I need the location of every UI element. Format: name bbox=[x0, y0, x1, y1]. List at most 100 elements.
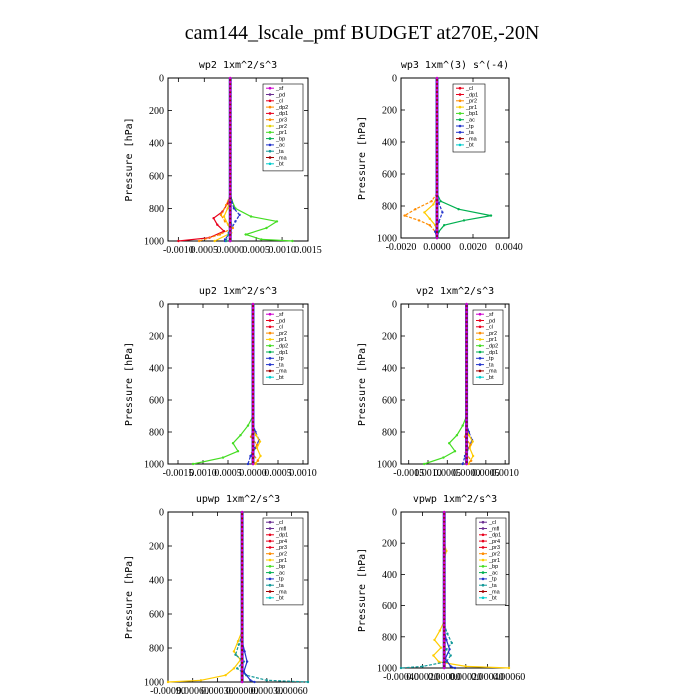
series-point bbox=[191, 462, 195, 466]
panel-title: wp3 1xm^(3) s^(-4) bbox=[401, 60, 509, 71]
legend-entry: _dp1 bbox=[485, 350, 498, 356]
zero-profile-point bbox=[465, 414, 468, 418]
zero-profile-point bbox=[465, 334, 468, 338]
series-point bbox=[212, 217, 215, 220]
series-line-2 bbox=[462, 423, 473, 465]
legend-marker bbox=[268, 137, 272, 140]
series-point bbox=[253, 680, 256, 684]
legend-entry: _ta bbox=[275, 149, 285, 155]
zero-profile-point bbox=[228, 76, 232, 80]
zero-profile-point bbox=[435, 116, 439, 120]
zero-profile-point bbox=[240, 553, 244, 556]
zero-profile-point bbox=[465, 382, 468, 386]
zero-profile-point bbox=[465, 314, 468, 318]
y-tick-label: 1000 bbox=[144, 678, 164, 689]
zero-profile-point bbox=[442, 545, 446, 549]
legend-entry: _pd bbox=[275, 318, 285, 324]
zero-profile-point bbox=[251, 378, 255, 382]
series-line-1 bbox=[436, 192, 492, 239]
plot-frame bbox=[400, 77, 510, 239]
y-tick-label: 0 bbox=[159, 74, 164, 85]
zero-profile-point bbox=[251, 382, 255, 386]
y-tick-label: 600 bbox=[149, 396, 164, 407]
legend-entry: _pr2 bbox=[275, 331, 287, 337]
x-tick-label: 0.0005 bbox=[214, 468, 242, 479]
series-point bbox=[470, 459, 473, 462]
zero-profile-point bbox=[465, 450, 468, 454]
zero-profile-point bbox=[465, 406, 468, 410]
zero-profile-point bbox=[465, 442, 468, 446]
zero-profile-point bbox=[435, 108, 439, 112]
zero-profile-point bbox=[435, 128, 439, 132]
zero-profile-point bbox=[251, 426, 255, 430]
zero-profile-point bbox=[465, 342, 468, 346]
zero-profile-point bbox=[435, 228, 439, 232]
zero-profile-point bbox=[228, 154, 232, 157]
y-tick-label: 200 bbox=[149, 542, 164, 553]
y-tick-label: 200 bbox=[382, 332, 397, 343]
series-point bbox=[245, 660, 249, 663]
zero-profile-point bbox=[435, 224, 439, 228]
legend-marker bbox=[268, 338, 272, 341]
zero-profile-point bbox=[251, 410, 255, 414]
x-tick-label: 0.0000 bbox=[216, 245, 244, 256]
zero-profile-point bbox=[251, 446, 255, 450]
series-point bbox=[177, 239, 180, 243]
zero-profile-point bbox=[251, 442, 255, 446]
legend-marker bbox=[268, 565, 272, 568]
legend-marker bbox=[268, 124, 272, 128]
zero-profile-point bbox=[435, 100, 439, 104]
legend-marker bbox=[268, 156, 272, 159]
legend-entry: _ma bbox=[485, 369, 498, 375]
zero-profile-point bbox=[435, 160, 439, 164]
y-tick-label: 0 bbox=[392, 74, 397, 85]
panel-2: wp3 1xm^(3) s^(-4) Pressure [hPa] 0 200 400 6… bbox=[357, 60, 523, 253]
zero-profile-point bbox=[435, 112, 439, 116]
zero-profile-point bbox=[435, 168, 439, 172]
y-tick-label: 0 bbox=[159, 300, 164, 311]
zero-profile-point bbox=[240, 561, 244, 565]
zero-profile-point bbox=[251, 434, 255, 438]
zero-profile-point bbox=[465, 322, 468, 326]
series-point bbox=[249, 215, 253, 218]
legend-entry: _tp bbox=[275, 577, 284, 583]
zero-profile-point bbox=[442, 635, 446, 639]
zero-profile-point bbox=[240, 608, 244, 612]
zero-profile-point bbox=[442, 604, 446, 607]
y-tick-label: 600 bbox=[382, 396, 397, 407]
legend-entry: _ma bbox=[275, 155, 288, 161]
zero-profile-point bbox=[228, 137, 232, 141]
zero-profile-point bbox=[228, 88, 232, 92]
series-point bbox=[265, 226, 268, 230]
zero-profile-point bbox=[465, 446, 468, 450]
legend-marker bbox=[481, 539, 485, 543]
series-point bbox=[224, 203, 228, 207]
series-point bbox=[461, 424, 464, 427]
x-tick-label: -0.0015 bbox=[393, 468, 424, 479]
zero-profile-point bbox=[435, 144, 439, 148]
zero-profile-point bbox=[240, 668, 244, 671]
legend-entry: _cl bbox=[488, 520, 496, 526]
zero-profile-point bbox=[251, 394, 255, 398]
zero-profile-point bbox=[435, 216, 439, 220]
x-tick-label: -0.00090 bbox=[150, 686, 186, 697]
series-point bbox=[221, 456, 225, 459]
zero-profile-point bbox=[228, 219, 232, 222]
zero-profile-point bbox=[240, 612, 244, 616]
series-point bbox=[291, 239, 294, 243]
legend-entry: _sf bbox=[275, 312, 284, 318]
x-tick-label: 0.0020 bbox=[459, 242, 487, 253]
legend-entry: _ac bbox=[275, 143, 285, 149]
x-tick-label: 0.00020 bbox=[406, 672, 439, 683]
zero-profile-point bbox=[228, 174, 232, 178]
series-point bbox=[457, 208, 460, 211]
legend-marker bbox=[268, 162, 272, 166]
zero-profile-point bbox=[251, 366, 255, 370]
series-point bbox=[428, 224, 431, 227]
legend-entry: _pr2 bbox=[488, 552, 500, 558]
series-point bbox=[453, 450, 457, 453]
series-point bbox=[236, 667, 239, 670]
zero-profile-point bbox=[251, 306, 255, 310]
x-tick-label: 0.00020 bbox=[450, 672, 483, 683]
legend-entry: _cl bbox=[275, 520, 283, 526]
